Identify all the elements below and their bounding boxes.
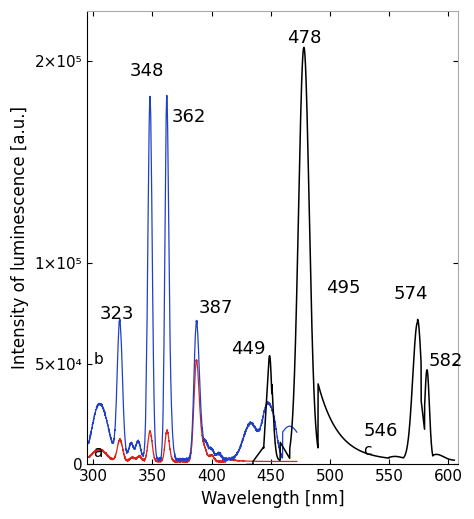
Text: 348: 348 xyxy=(129,62,164,79)
Text: a: a xyxy=(93,445,102,460)
Text: 362: 362 xyxy=(171,108,206,126)
Text: 323: 323 xyxy=(100,305,134,323)
Text: 449: 449 xyxy=(231,339,266,358)
Text: 387: 387 xyxy=(199,299,233,318)
Text: b: b xyxy=(93,352,103,367)
Text: c: c xyxy=(363,443,372,458)
Y-axis label: Intensity of luminescence [a.u.]: Intensity of luminescence [a.u.] xyxy=(11,106,29,370)
Text: 478: 478 xyxy=(287,30,321,47)
Text: 582: 582 xyxy=(428,352,463,370)
Text: 546: 546 xyxy=(364,422,398,440)
X-axis label: Wavelength [nm]: Wavelength [nm] xyxy=(201,490,344,508)
Text: 574: 574 xyxy=(393,285,428,303)
Text: 495: 495 xyxy=(327,279,361,297)
